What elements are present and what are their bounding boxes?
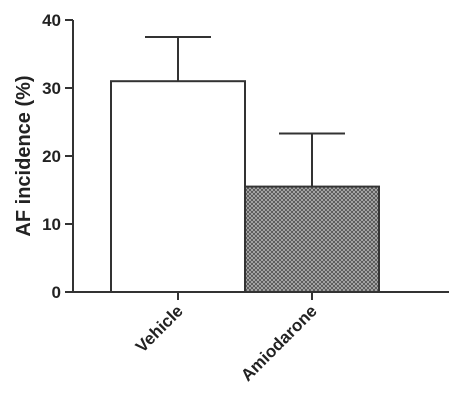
y-tick-label: 20 xyxy=(42,147,61,166)
bar-vehicle xyxy=(110,80,246,293)
x-category-label: Amiodarone xyxy=(237,301,321,385)
x-category-label: Vehicle xyxy=(132,301,187,356)
error-bars-group xyxy=(145,36,345,187)
bars-group xyxy=(110,80,380,294)
y-tick-label: 30 xyxy=(42,79,61,98)
y-axis-title: AF incidence (%) xyxy=(13,75,35,236)
y-tick-label: 10 xyxy=(42,215,61,234)
bar-amiodarone xyxy=(244,185,380,294)
y-ticks-group: 0 10 20 30 40 xyxy=(42,11,73,302)
x-labels-group: Vehicle Amiodarone xyxy=(132,292,321,385)
y-tick-label: 40 xyxy=(42,11,61,30)
y-tick-label: 0 xyxy=(52,283,61,302)
